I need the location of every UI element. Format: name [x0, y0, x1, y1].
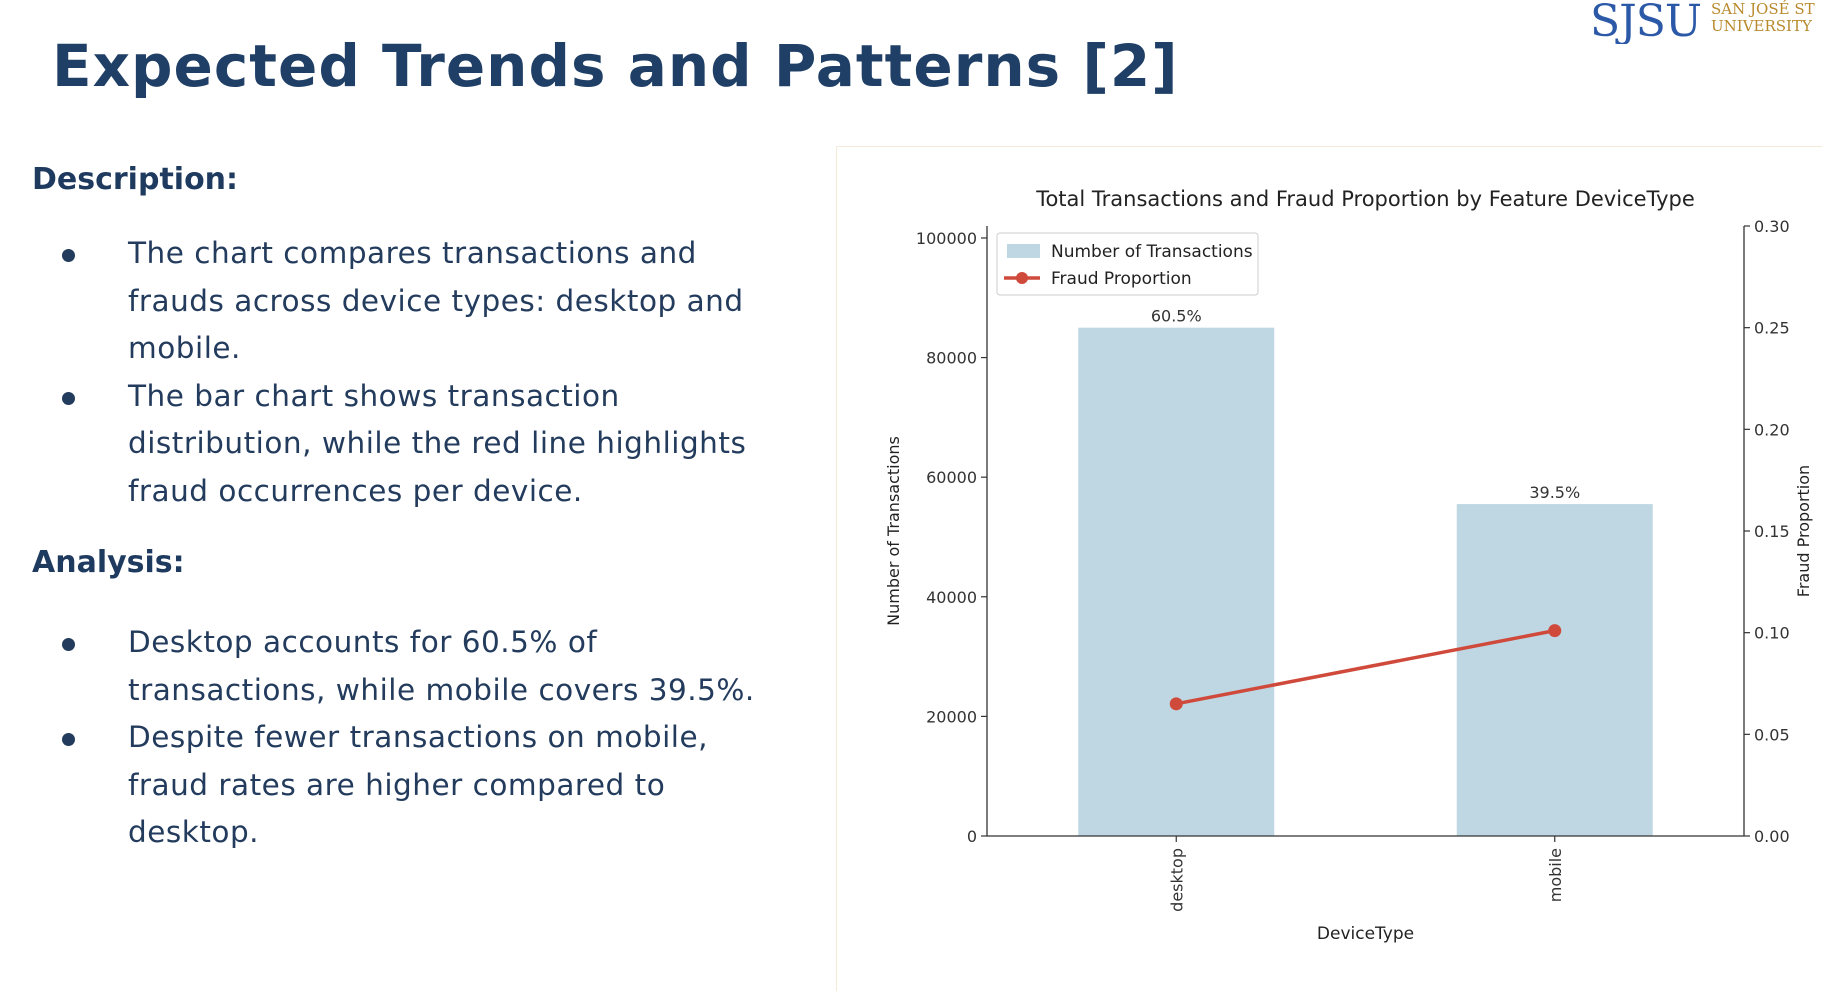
bar-label-desktop: 60.5% [1151, 307, 1202, 326]
legend-label-transactions: Number of Transactions [1051, 242, 1253, 262]
bar-desktop [1078, 327, 1275, 836]
y2-axis-label: Fraud Proportion [1794, 465, 1813, 597]
description-bullet-1: The chart compares transactions and frau… [32, 230, 792, 373]
device-type-chart: Total Transactions and Fraud Proportion … [884, 187, 1813, 944]
legend-swatch-transactions [1007, 244, 1040, 258]
description-bullet-2: The bar chart shows transaction distribu… [32, 373, 792, 516]
fraud-point-desktop [1169, 697, 1183, 711]
y2-tick-label-0.05: 0.05 [1754, 725, 1790, 744]
legend-box [996, 232, 1259, 296]
bar-label-mobile: 39.5% [1529, 483, 1580, 502]
bar-mobile [1456, 504, 1653, 836]
slide-title: Expected Trends and Patterns [2] [52, 32, 1179, 100]
analysis-bullet-1: Desktop accounts for 60.5% of transactio… [32, 619, 792, 714]
y-tick-label-40000: 40000 [926, 588, 977, 607]
fraud-line [1175, 628, 1556, 706]
analysis-heading: Analysis: [32, 545, 185, 580]
logo-mark: SJSU [1590, 0, 1702, 44]
description-list: The chart compares transactions and frau… [32, 230, 792, 515]
y2-tick-label-0.30: 0.30 [1754, 217, 1790, 236]
text-column: Description: The chart compares transact… [32, 160, 792, 857]
legend-marker-fraud [1016, 272, 1028, 284]
y-tick-label-0: 0 [967, 827, 977, 846]
y2-tick-label-0.10: 0.10 [1754, 624, 1790, 643]
analysis-list: Desktop accounts for 60.5% of transactio… [32, 619, 792, 857]
logo-line-1: SAN JOSÉ ST [1711, 0, 1815, 18]
y2-tick-label-0.00: 0.00 [1754, 827, 1790, 846]
x-axis-label: DeviceType [1317, 924, 1414, 944]
chart-title: Total Transactions and Fraud Proportion … [1035, 187, 1695, 211]
x-tick-label-desktop: desktop [1167, 848, 1186, 912]
y-tick-label-60000: 60000 [926, 468, 977, 487]
y-tick-label-80000: 80000 [926, 349, 977, 368]
y-axis-label: Number of Transactions [884, 436, 903, 626]
legend-label-fraud: Fraud Proportion [1051, 269, 1192, 289]
logo-subtitle: SAN JOSÉ ST UNIVERSITY [1711, 1, 1815, 35]
y2-tick-label-0.15: 0.15 [1754, 522, 1790, 541]
fraud-point-mobile [1548, 624, 1562, 638]
x-tick-label-mobile: mobile [1546, 848, 1565, 902]
analysis-bullet-2: Despite fewer transactions on mobile, fr… [32, 714, 792, 857]
description-heading: Description: [32, 162, 239, 197]
y2-tick-label-0.25: 0.25 [1754, 319, 1790, 338]
y2-tick-label-0.20: 0.20 [1754, 420, 1790, 439]
chart-panel: Total Transactions and Fraud Proportion … [836, 146, 1822, 991]
y-tick-label-20000: 20000 [926, 707, 977, 726]
y-tick-label-100000: 100000 [916, 229, 977, 248]
logo-line-2: UNIVERSITY [1711, 17, 1812, 35]
university-logo: SJSU SAN JOSÉ ST UNIVERSITY [1590, 0, 1822, 44]
